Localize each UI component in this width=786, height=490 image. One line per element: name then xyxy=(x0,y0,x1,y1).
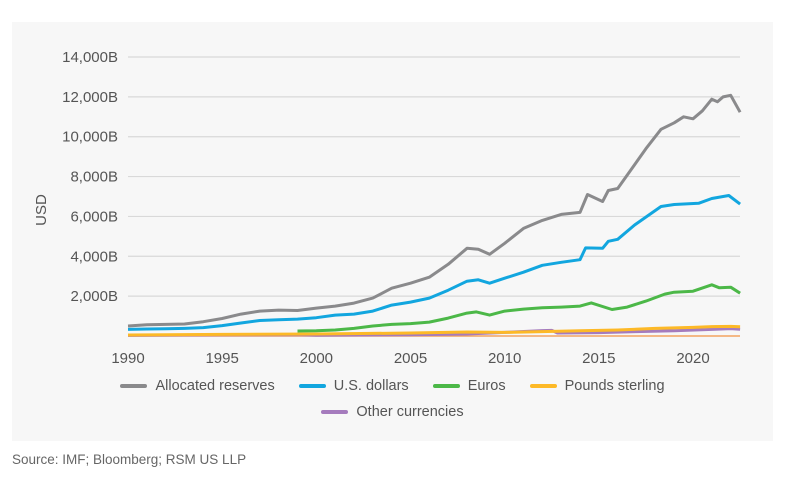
legend-label: Other currencies xyxy=(356,404,464,420)
x-axis-ticks: 1990 1995 2000 2005 2010 2015 2020 xyxy=(111,350,709,367)
legend: Allocated reserves U.S. dollars Euros Pound… xyxy=(12,372,773,424)
legend-swatch xyxy=(321,410,349,414)
x-tick-label: 2020 xyxy=(676,350,709,367)
series-line-pounds-sterling xyxy=(127,324,741,337)
y-axis-label: USD xyxy=(33,194,50,226)
x-tick-label: 1995 xyxy=(205,350,238,367)
line-chart: 2,000B 4,000B 6,000B 8,000B 10,000B 12,000B 14… xyxy=(33,49,742,367)
x-tick-label: 2015 xyxy=(582,350,615,367)
y-tick-label: 2,000B xyxy=(70,288,118,305)
gridlines xyxy=(128,56,740,337)
y-tick-label: 14,000B xyxy=(62,49,118,66)
legend-swatch xyxy=(298,384,326,388)
legend-item: Allocated reserves xyxy=(120,374,275,398)
y-tick-label: 4,000B xyxy=(70,248,118,265)
legend-swatch xyxy=(529,384,557,388)
x-tick-label: 2005 xyxy=(394,350,427,367)
y-tick-label: 12,000B xyxy=(62,89,118,106)
legend-label: Allocated reserves xyxy=(155,378,275,394)
legend-swatch xyxy=(120,384,148,388)
legend-label: Euros xyxy=(467,378,506,394)
series-line-u-s-dollars xyxy=(127,194,742,331)
x-tick-label: 2010 xyxy=(488,350,521,367)
series-line-allocated-reserves xyxy=(127,93,742,328)
legend-item: Euros xyxy=(432,374,506,398)
source-note: Source: IMF; Bloomberg; RSM US LLP xyxy=(12,452,247,467)
y-tick-label: 10,000B xyxy=(62,129,118,146)
x-tick-label: 2000 xyxy=(300,350,333,367)
legend-swatch xyxy=(432,384,460,388)
legend-item: U.S. dollars xyxy=(298,374,409,398)
chart-panel: 2,000B 4,000B 6,000B 8,000B 10,000B 12,000B 14… xyxy=(12,22,773,441)
y-tick-label: 8,000B xyxy=(70,169,118,186)
series-line-euros xyxy=(297,283,741,333)
legend-item: Pounds sterling xyxy=(529,374,665,398)
x-tick-label: 1990 xyxy=(111,350,144,367)
legend-item: Other currencies xyxy=(321,400,464,424)
series-lines xyxy=(127,93,742,337)
legend-label: U.S. dollars xyxy=(333,378,409,394)
legend-label: Pounds sterling xyxy=(564,378,665,394)
y-tick-label: 6,000B xyxy=(70,208,118,225)
y-axis-ticks: 2,000B 4,000B 6,000B 8,000B 10,000B 12,000B 14… xyxy=(62,49,118,305)
